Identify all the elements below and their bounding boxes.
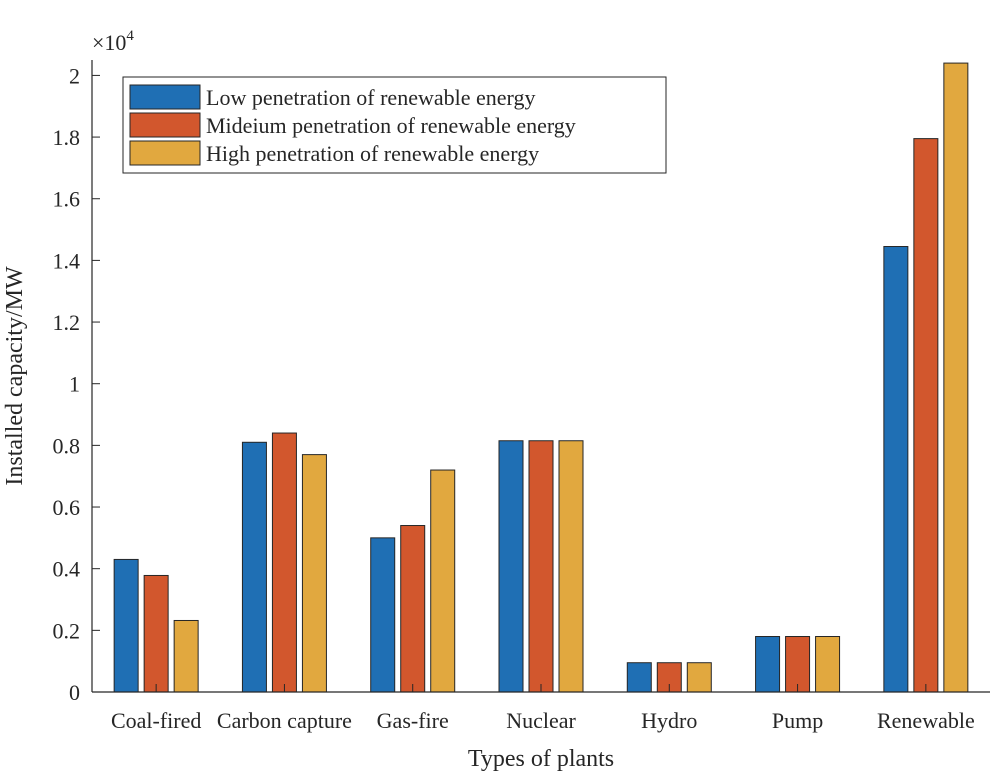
x-tick-label: Gas-fire <box>377 708 449 733</box>
y-tick-label: 1 <box>69 372 80 397</box>
legend-swatch <box>129 140 201 166</box>
y-tick-label: 0.2 <box>53 618 81 643</box>
legend-items: Low penetration of renewable energy Midei… <box>129 84 576 166</box>
x-ticks: Coal-fired Carbon capture Gas-fire Nuclear H… <box>111 684 975 733</box>
exponent-power: 4 <box>126 28 134 44</box>
x-tick-label: Renewable <box>877 708 975 733</box>
legend-box <box>122 76 667 174</box>
legend-swatch <box>129 84 201 110</box>
y-tick-label: 0.4 <box>53 557 81 582</box>
y-tick-label: 0.6 <box>53 495 81 520</box>
bar-nuclear-series-2 <box>528 440 554 693</box>
y-tick-label: 1.8 <box>53 125 81 150</box>
y-tick-label: 0.8 <box>53 433 81 458</box>
bar-coal-fired-series-2 <box>143 574 169 693</box>
x-tick-label: Coal-fired <box>111 708 201 733</box>
bar-pump-series-2 <box>785 636 811 693</box>
bars-layer <box>113 62 969 693</box>
legend: Low penetration of renewable energy Midei… <box>122 76 667 174</box>
bar-hydro-series-1 <box>626 662 652 693</box>
legend-swatch <box>129 112 201 138</box>
bar-pump-series-3 <box>815 636 841 693</box>
y-ticks: 0 0.2 0.4 0.6 0.8 1 1.2 1.4 1.6 1.8 2 <box>53 63 100 705</box>
bar-carbon-capture-series-2 <box>271 432 297 693</box>
y-axis-label: Installed capacity/MW <box>2 266 28 486</box>
x-tick-label: Nuclear <box>506 708 576 733</box>
bar-carbon-capture-series-1 <box>241 441 267 693</box>
bar-gas-fire-series-2 <box>400 525 426 693</box>
bar-coal-fired-series-3 <box>173 619 199 693</box>
y-axis-exponent-label: ×104 <box>92 28 134 55</box>
legend-label: Mideium penetration of renewable energy <box>206 113 576 138</box>
y-tick-label: 2 <box>69 63 80 88</box>
x-tick-label: Carbon capture <box>217 708 352 733</box>
bar-gas-fire-series-3 <box>430 469 456 693</box>
bar-carbon-capture-series-3 <box>301 454 327 693</box>
y-tick-label: 1.6 <box>53 187 81 212</box>
legend-label: Low penetration of renewable energy <box>206 85 535 110</box>
bar-renewable-series-1 <box>883 246 909 693</box>
bar-nuclear-series-3 <box>558 440 584 693</box>
x-tick-label: Hydro <box>641 708 697 733</box>
x-tick-label: Pump <box>772 708 823 733</box>
bar-nuclear-series-1 <box>498 440 524 693</box>
x-axis-label: Types of plants <box>468 746 614 772</box>
exponent-base: ×10 <box>92 30 126 55</box>
bar-pump-series-1 <box>755 636 781 693</box>
y-tick-label: 0 <box>69 680 80 705</box>
bar-renewable-series-3 <box>943 62 969 693</box>
bar-coal-fired-series-1 <box>113 558 139 693</box>
y-tick-label: 1.4 <box>53 248 81 273</box>
y-tick-label: 1.2 <box>53 310 81 335</box>
bar-renewable-series-2 <box>913 138 939 693</box>
bar-hydro-series-3 <box>686 662 712 693</box>
legend-label: High penetration of renewable energy <box>206 141 539 166</box>
bar-gas-fire-series-1 <box>370 537 396 693</box>
